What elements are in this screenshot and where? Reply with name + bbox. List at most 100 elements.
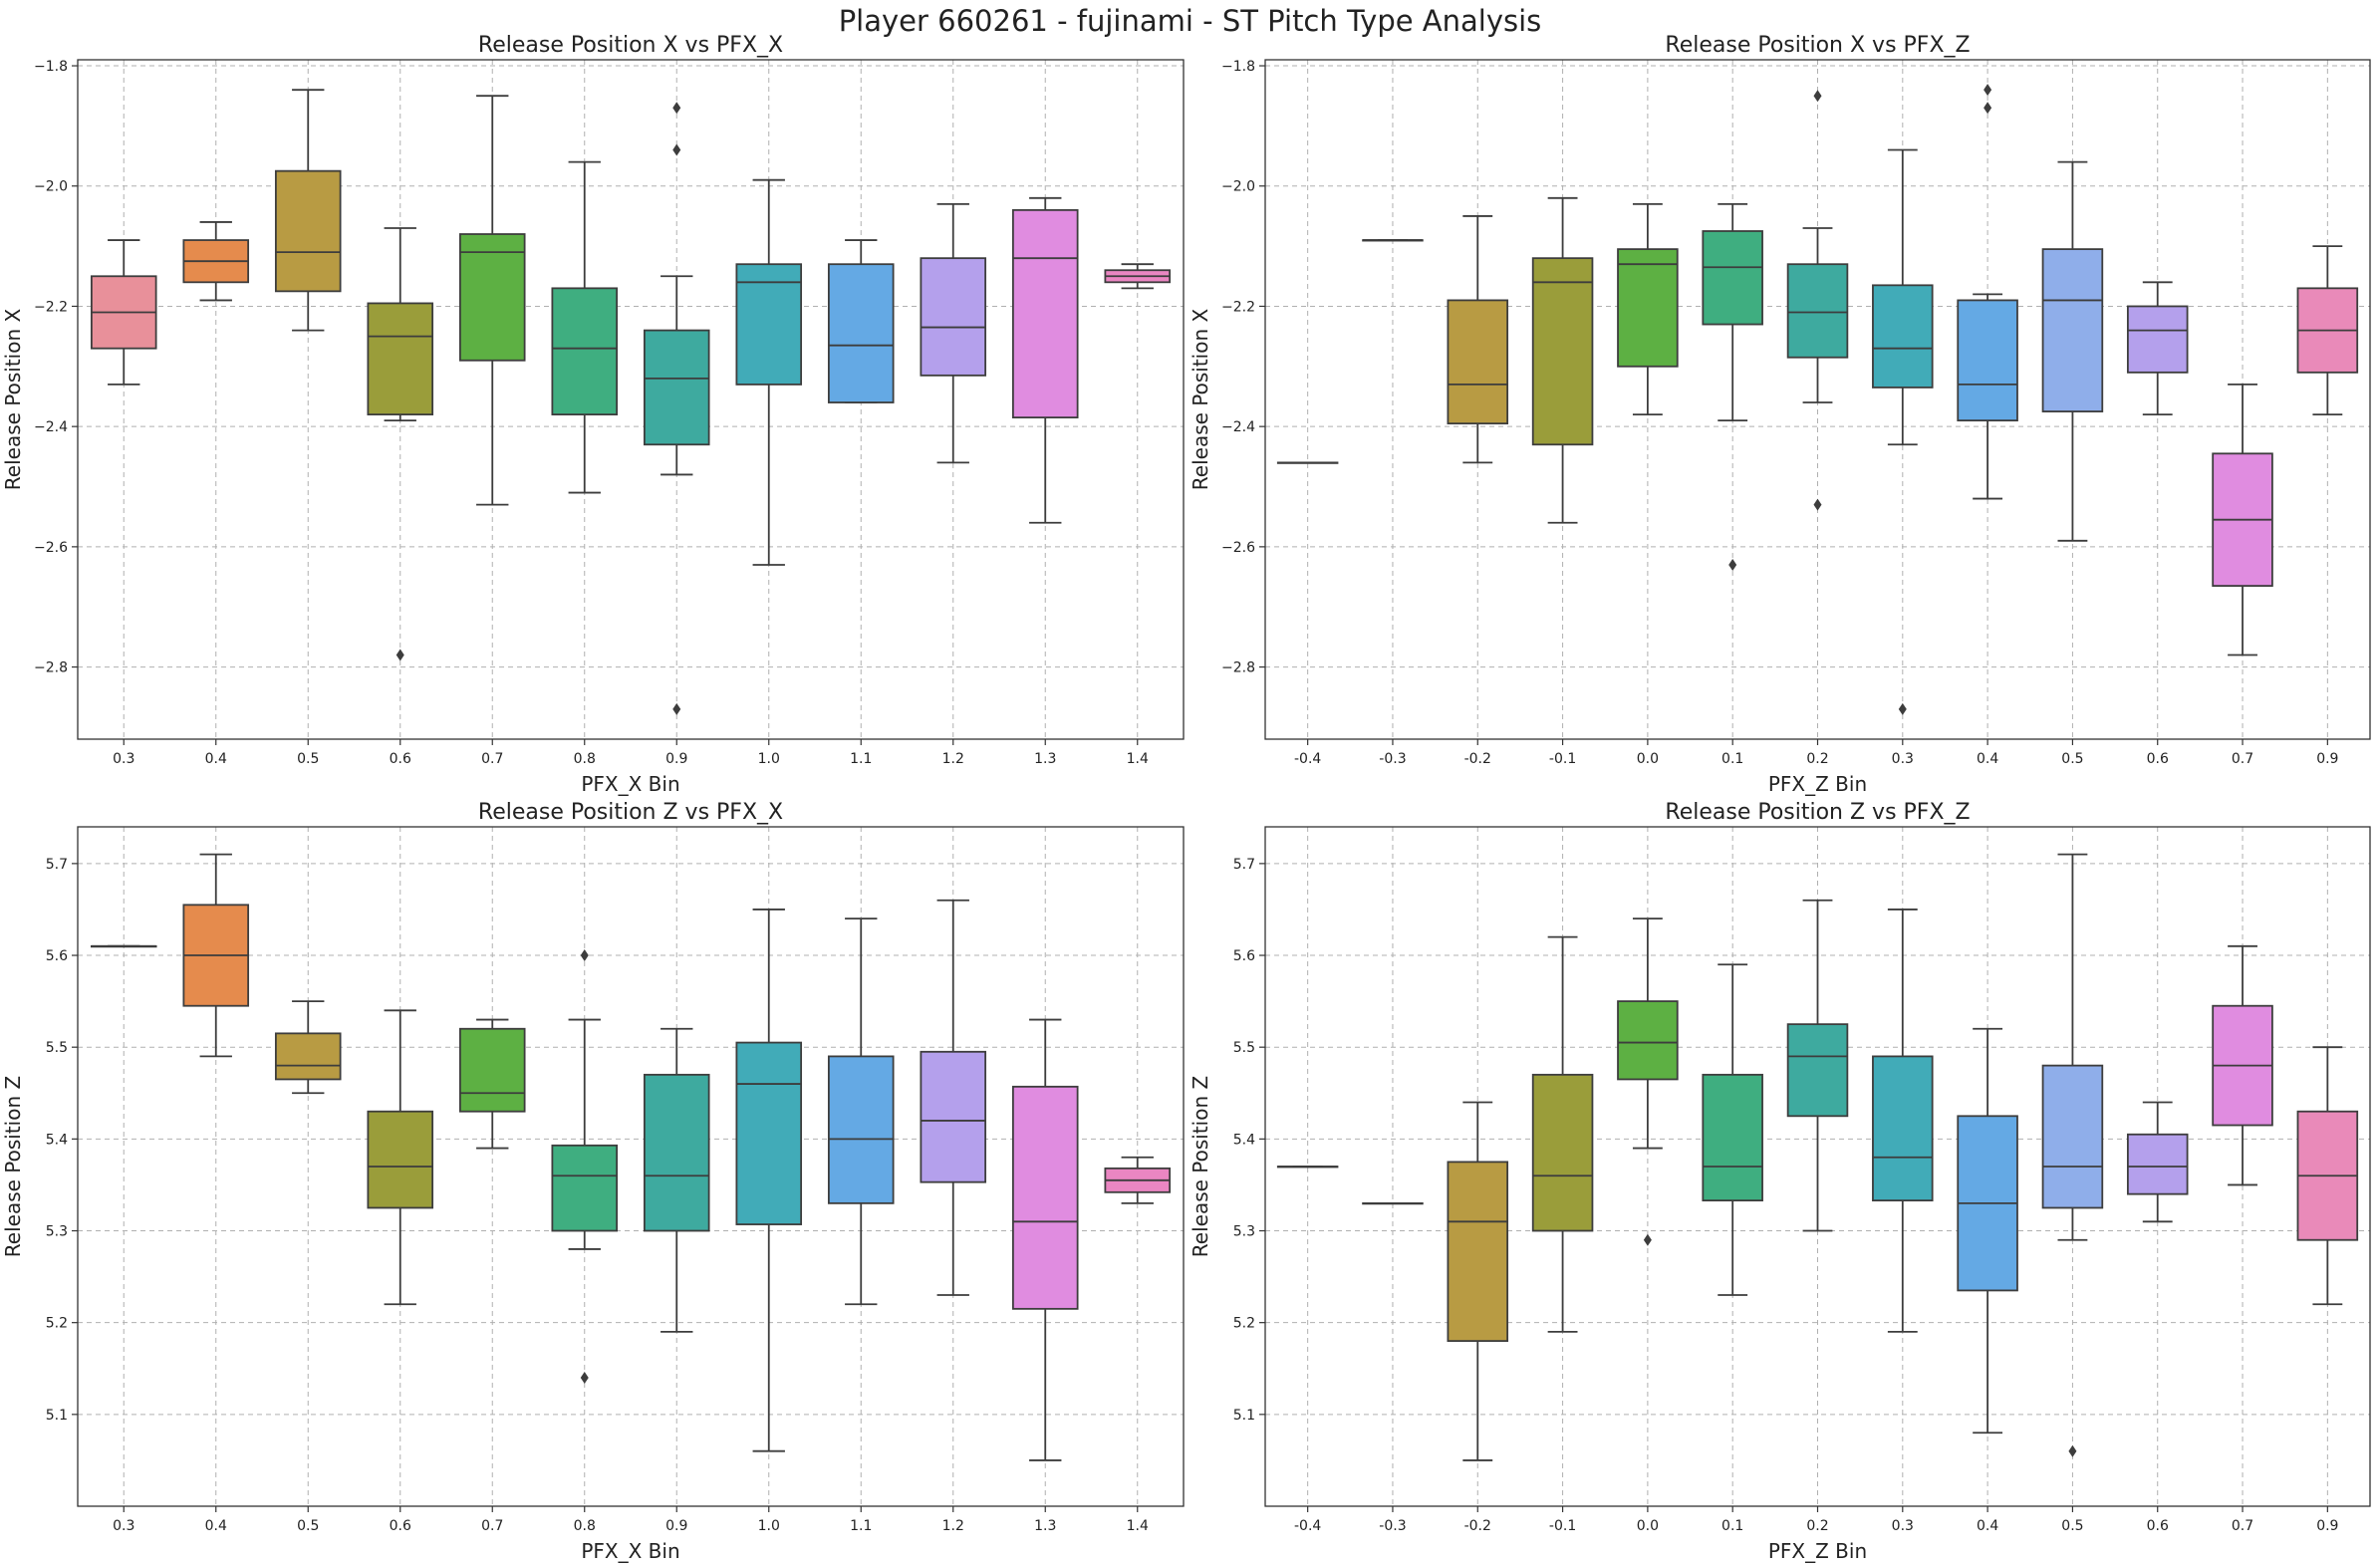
box-body xyxy=(458,233,526,362)
x-tick-label: 0.5 xyxy=(2061,1518,2083,1534)
x-tick-label: -0.3 xyxy=(1379,1518,1406,1534)
box--0.1 xyxy=(1531,196,1594,524)
x-tick-label: 1.2 xyxy=(942,751,964,767)
x-tick-label: 0.6 xyxy=(2147,1518,2169,1534)
box-1.3 xyxy=(1011,1018,1079,1461)
x-tick-label: 0.9 xyxy=(665,1518,687,1534)
y-tick-label: 5.2 xyxy=(46,1316,68,1332)
x-tick-label: 1.3 xyxy=(1034,751,1056,767)
y-tick-label: 5.5 xyxy=(1233,1040,1255,1056)
x-tick-label: 1.2 xyxy=(942,1518,964,1534)
box-0.5 xyxy=(2041,160,2104,542)
x-tick-label: -0.4 xyxy=(1294,1518,1321,1534)
y-tick-label: −1.8 xyxy=(1221,59,1255,75)
box-body xyxy=(1957,299,2018,422)
box-0.9 xyxy=(643,1027,710,1333)
y-tick-label: −2.6 xyxy=(1221,540,1255,556)
x-tick-label: 0.6 xyxy=(2147,751,2169,767)
x-tick-label: 1.3 xyxy=(1034,1518,1056,1534)
x-tick-label: 0.6 xyxy=(390,1518,411,1534)
x-tick-label: 1.1 xyxy=(850,751,872,767)
box-0.2 xyxy=(1786,899,1849,1232)
figure-title: Player 660261 - fujinami - ST Pitch Type… xyxy=(838,4,1542,38)
y-axis-label: Release Position Z xyxy=(1189,1076,1212,1257)
box--0.4 xyxy=(1276,461,1339,464)
box--0.1 xyxy=(1531,935,1594,1333)
x-tick-label: 0.3 xyxy=(1892,1518,1914,1534)
y-tick-label: 5.3 xyxy=(1233,1224,1255,1240)
y-tick-label: 5.2 xyxy=(1233,1316,1255,1332)
box-1.4 xyxy=(1104,1156,1172,1204)
box-body xyxy=(920,1050,987,1183)
y-tick-label: 5.6 xyxy=(1233,948,1255,964)
y-tick-label: 5.7 xyxy=(46,857,68,873)
box-body xyxy=(1786,1023,1849,1118)
outlier-point xyxy=(1983,102,1992,115)
x-tick-label: 0.0 xyxy=(1637,1518,1659,1534)
x-tick-label: 1.0 xyxy=(758,751,780,767)
box-0.4 xyxy=(182,221,250,302)
box-0.3 xyxy=(1872,909,1934,1333)
x-tick-label: 0.4 xyxy=(1977,751,1998,767)
box-1.0 xyxy=(735,178,803,566)
box-0.4 xyxy=(1957,1027,2018,1435)
box-body xyxy=(551,287,619,415)
y-tick-label: −2.0 xyxy=(1221,179,1255,195)
outlier-point xyxy=(1728,558,1737,571)
box-body xyxy=(2041,248,2104,412)
x-tick-label: 0.4 xyxy=(205,751,227,767)
box-body xyxy=(367,302,434,415)
box-1.0 xyxy=(735,909,803,1452)
box-body xyxy=(1011,1085,1079,1310)
box--0.2 xyxy=(1447,215,1509,464)
y-axis-label: Release Position X xyxy=(1189,308,1212,490)
y-axis-label: Release Position Z xyxy=(1,1076,25,1257)
box-body xyxy=(274,1032,342,1081)
box-0.3 xyxy=(90,239,157,386)
box-body xyxy=(643,329,710,446)
box-0.3 xyxy=(90,944,157,948)
box-0.3 xyxy=(1872,148,1934,715)
box-0.9 xyxy=(643,102,710,715)
x-tick-label: 0.4 xyxy=(205,1518,227,1534)
x-tick-label: -0.4 xyxy=(1294,751,1321,767)
y-tick-label: −2.4 xyxy=(1221,419,1255,435)
box-0.5 xyxy=(274,89,342,332)
outlier-point xyxy=(580,949,589,962)
y-tick-label: 5.7 xyxy=(1233,857,1255,873)
box-body xyxy=(920,257,987,377)
box-body xyxy=(1786,263,1849,359)
box-0.7 xyxy=(458,95,526,506)
box-0.8 xyxy=(551,160,619,494)
outlier-point xyxy=(2068,1444,2077,1457)
box-0.0 xyxy=(1617,202,1679,415)
x-tick-label: 0.5 xyxy=(297,751,319,767)
box-1.2 xyxy=(920,202,987,464)
box-0.4 xyxy=(1957,84,2018,500)
x-tick-label: 0.7 xyxy=(2232,751,2253,767)
y-tick-label: 5.4 xyxy=(46,1132,68,1148)
box-body xyxy=(1531,1073,1594,1232)
box-body xyxy=(1702,1073,1763,1202)
x-tick-label: 0.9 xyxy=(2316,751,2338,767)
y-axis-label: Release Position X xyxy=(1,308,25,490)
box-0.7 xyxy=(458,1018,526,1150)
y-tick-label: 5.1 xyxy=(1233,1408,1255,1424)
y-tick-label: −2.2 xyxy=(34,299,68,315)
x-tick-label: 0.3 xyxy=(113,1518,134,1534)
x-tick-label: 0.8 xyxy=(574,1518,596,1534)
x-tick-label: 0.7 xyxy=(481,751,503,767)
chart-title: Release Position Z vs PFX_X xyxy=(478,800,783,825)
box-body xyxy=(274,169,342,293)
x-tick-label: 0.4 xyxy=(1977,1518,1998,1534)
outlier-point xyxy=(1983,84,1992,97)
x-axis-label: PFX_Z Bin xyxy=(1768,772,1867,796)
outlier-point xyxy=(1898,702,1907,715)
y-tick-label: −1.8 xyxy=(34,59,68,75)
x-axis-label: PFX_X Bin xyxy=(581,772,679,796)
box-body xyxy=(2041,1064,2104,1209)
box--0.4 xyxy=(1276,1166,1339,1169)
y-tick-label: 5.5 xyxy=(46,1040,68,1056)
x-tick-label: 0.5 xyxy=(297,1518,319,1534)
